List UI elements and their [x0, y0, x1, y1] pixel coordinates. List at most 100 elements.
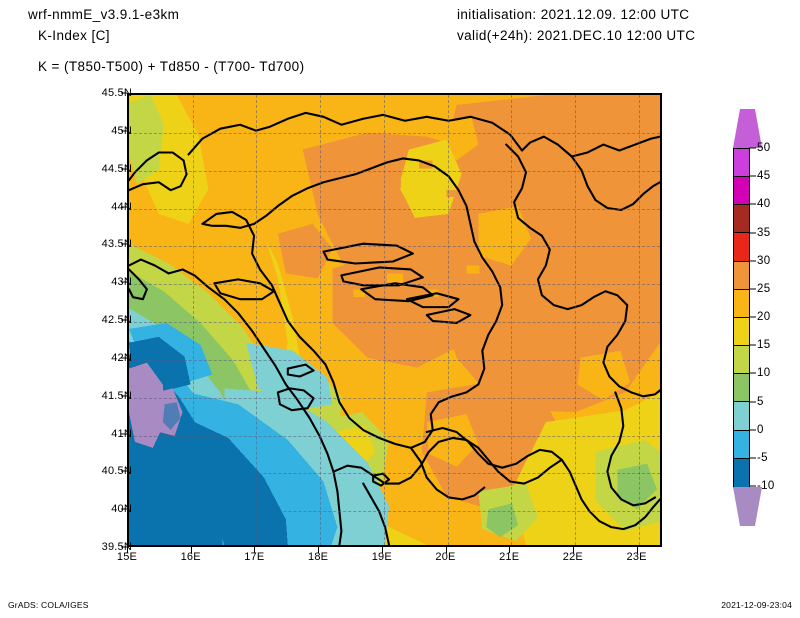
- x-axis-tick: [127, 547, 128, 553]
- colorbar-tick-label: 0: [757, 423, 764, 436]
- variable-name-label: K-Index [C]: [38, 28, 110, 43]
- colorbar-tick-label: 50: [757, 142, 771, 154]
- colorbar-tick-label: 15: [757, 339, 771, 352]
- gridline-horizontal: [129, 284, 660, 286]
- colorbar-tick-label: 5: [757, 395, 764, 408]
- gridline-vertical: [383, 95, 385, 545]
- gridline-horizontal: [129, 246, 660, 248]
- x-axis-label: 17E: [244, 551, 265, 563]
- y-axis-tick: [121, 168, 127, 170]
- model-name-label: wrf-nmmE_v3.9.1-e3km: [28, 7, 180, 22]
- gridline-horizontal: [129, 359, 660, 361]
- gridline-vertical: [447, 95, 449, 545]
- colorbar-band: [734, 402, 749, 431]
- y-axis-tick: [121, 130, 127, 132]
- colorbar-tick-label: 45: [757, 170, 771, 183]
- gridline-horizontal: [129, 473, 660, 475]
- x-axis-label: 23E: [626, 551, 647, 563]
- colorbar-tick: [749, 203, 756, 205]
- colorbar-band: [734, 374, 749, 403]
- colorbar-tick: [749, 232, 756, 233]
- x-axis-tick: [381, 547, 383, 553]
- x-axis-tick: [190, 547, 192, 553]
- gridline-vertical: [256, 95, 258, 545]
- y-axis-label: 40.5N: [101, 465, 132, 478]
- y-axis-label: 45.5N: [101, 87, 132, 99]
- y-axis-label: 43.5N: [101, 238, 132, 251]
- y-axis-tick: [121, 546, 127, 548]
- colorbar-band: [734, 261, 749, 290]
- gridline-vertical: [638, 95, 640, 545]
- x-axis-tick: [572, 547, 574, 553]
- gridline-horizontal: [129, 322, 660, 323]
- y-axis-label: 42.5N: [101, 314, 132, 326]
- colorbar: [733, 148, 750, 488]
- colorbar-tick: [749, 147, 756, 149]
- render-timestamp-label: 2021-12-09-23:04: [721, 600, 792, 610]
- initialisation-time-label: initialisation: 2021.12.09. 12:00 UTC: [457, 7, 690, 22]
- y-axis-tick: [121, 206, 127, 207]
- x-axis-label: 21E: [499, 551, 520, 563]
- gridline-horizontal: [129, 132, 660, 134]
- colorbar-tick: [749, 288, 756, 290]
- colorbar-tick-label: 35: [757, 226, 771, 239]
- colorbar-tick: [749, 429, 756, 431]
- y-axis-label: 39.5N: [101, 541, 132, 553]
- gridline-horizontal: [129, 170, 660, 172]
- x-axis-label: 18E: [308, 551, 329, 563]
- colorbar-band: [734, 289, 749, 318]
- y-axis-tick: [121, 395, 127, 397]
- gridline-vertical: [511, 95, 513, 545]
- colorbar-band: [734, 177, 749, 206]
- colorbar-tick: [749, 485, 756, 487]
- colorbar-tick: [749, 316, 756, 318]
- y-axis-tick: [121, 243, 127, 245]
- y-axis-label: 44.5N: [101, 162, 132, 175]
- gridline-horizontal: [129, 397, 660, 399]
- colorbar-tick-label: -5: [757, 451, 768, 464]
- gridline-vertical: [574, 95, 576, 545]
- y-axis-label: 41.5N: [101, 389, 132, 402]
- colorbar-tick-label: 20: [757, 311, 771, 323]
- x-axis-tick: [509, 547, 511, 553]
- colorbar-tick-label: 10: [757, 367, 771, 380]
- k-index-field: [129, 95, 660, 545]
- gridline-horizontal: [129, 208, 660, 210]
- gridline-vertical: [320, 95, 322, 545]
- x-axis-tick: [254, 547, 256, 553]
- colorbar-band: [734, 317, 749, 347]
- y-axis-tick: [121, 92, 127, 94]
- colorbar-tick-label: 40: [757, 198, 771, 211]
- gridline-horizontal: [129, 435, 660, 437]
- valid-time-label: valid(+24h): 2021.DEC.10 12:00 UTC: [457, 28, 696, 43]
- x-axis-label: 19E: [371, 551, 392, 563]
- x-axis-tick: [445, 547, 447, 553]
- colorbar-band: [734, 233, 749, 262]
- map-plot-area: [127, 93, 662, 547]
- grads-credit-label: GrADS: COLA/IGES: [8, 600, 89, 610]
- y-axis-tick: [121, 470, 127, 472]
- colorbar-tick: [749, 372, 756, 374]
- x-axis-tick: [318, 547, 320, 553]
- x-axis-label: 20E: [435, 551, 456, 563]
- y-axis-tick: [121, 433, 127, 434]
- gridline-vertical: [192, 95, 194, 545]
- colorbar-tick-label: 25: [757, 282, 771, 295]
- colorbar-tick: [749, 457, 756, 459]
- colorbar-tick: [749, 401, 756, 402]
- colorbar-tick-label: -10: [757, 480, 775, 492]
- colorbar-band: [734, 346, 749, 375]
- colorbar-tick: [749, 175, 756, 177]
- colorbar-band: [734, 149, 749, 178]
- colorbar-tick-label: 30: [757, 254, 771, 267]
- formula-label: K = (T850-T500) + Td850 - (T700- Td700): [38, 59, 305, 74]
- colorbar-lower-cap: [733, 487, 762, 526]
- colorbar-tick: [749, 260, 756, 262]
- x-axis-label: 16E: [180, 551, 201, 563]
- y-axis-tick: [121, 319, 127, 321]
- colorbar-upper-cap: [733, 109, 762, 148]
- x-axis-label: 22E: [562, 551, 583, 563]
- y-axis-tick: [121, 508, 127, 510]
- colorbar-band: [734, 458, 749, 487]
- colorbar-band: [734, 205, 749, 234]
